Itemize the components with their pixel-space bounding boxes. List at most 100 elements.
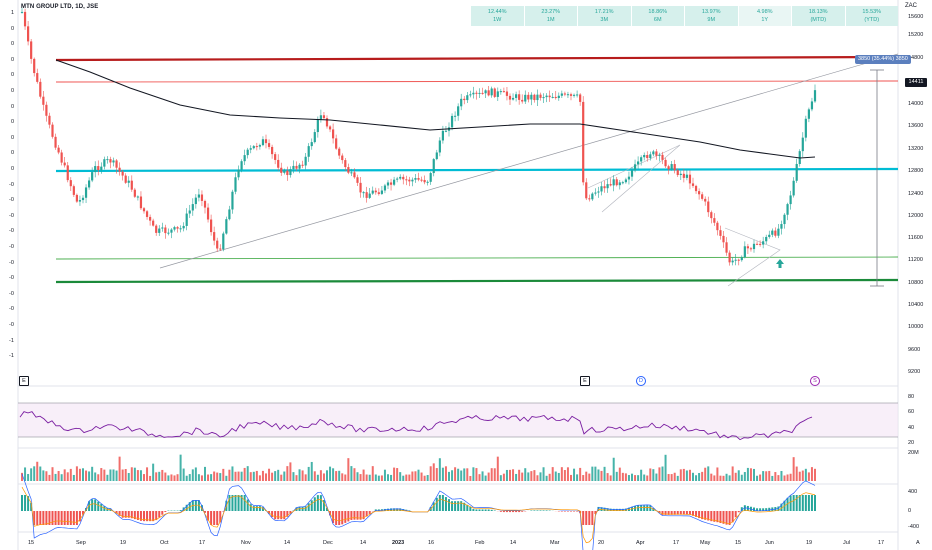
triangle-pattern-1[interactable] — [587, 144, 681, 213]
macd-bar — [316, 495, 319, 511]
candle-body — [454, 115, 457, 117]
volume-bar — [573, 468, 576, 481]
resistance-line-thin[interactable] — [55, 80, 899, 83]
perf-1m[interactable]: 23.27% 1M — [524, 6, 577, 26]
candle-body — [563, 93, 566, 95]
candle-body — [60, 152, 63, 163]
macd-bar — [710, 511, 713, 522]
perf-1y[interactable]: 4.98% 1Y — [738, 6, 791, 26]
macd-bar — [487, 509, 490, 511]
candle-body — [292, 165, 295, 170]
macd-signal-line — [21, 486, 816, 544]
candle-body — [786, 204, 789, 215]
volume-bar — [216, 472, 219, 481]
earnings-icon[interactable]: E — [580, 376, 590, 386]
dividend-icon[interactable]: D — [636, 376, 646, 386]
macd-bar — [624, 508, 627, 511]
volume-bar — [127, 472, 130, 481]
perf-mtd[interactable]: 18.13% (MTD) — [792, 6, 845, 26]
candle-body — [466, 95, 469, 101]
candle-body — [81, 197, 85, 201]
left-tick-label: -0 — [9, 181, 14, 188]
macd-bar — [460, 501, 463, 511]
support-line-light-green[interactable] — [55, 256, 899, 260]
volume-bar — [451, 470, 454, 481]
symbol-title[interactable]: MTN GROUP LTD, 1D, JSE — [21, 4, 99, 10]
left-scale[interactable]: 1 0 0 0 0 0 0 0 0 0 0 -0 -0 -0 -0 -0 -0 -0 -0 -0 -0 -1 -1 — [0, 0, 18, 550]
candle-body — [762, 241, 765, 245]
candle-body — [426, 181, 429, 183]
support-line-green[interactable] — [55, 278, 899, 284]
candle-body — [505, 91, 509, 96]
candle-body — [219, 248, 222, 250]
macd-bar — [51, 511, 54, 525]
macd-bar — [484, 509, 487, 511]
candle-body — [368, 193, 371, 198]
candle-body — [536, 94, 539, 101]
candle-body — [88, 180, 91, 188]
volume-bar — [130, 467, 133, 481]
performance-strip: 12.44% 1W 23.27% 1M 17.21% 3M 18.86% 6M 13.9… — [471, 6, 898, 26]
macd-bar — [725, 511, 728, 525]
perf-ytd[interactable]: 15.53% (YTD) — [845, 6, 898, 26]
candle-body — [365, 192, 368, 198]
perf-9m[interactable]: 13.97% 9M — [685, 6, 738, 26]
split-icon[interactable]: S — [810, 376, 820, 386]
macd-bar — [222, 511, 225, 512]
macd-bar — [743, 505, 746, 511]
volume-bar — [359, 474, 362, 481]
macd-bar — [48, 511, 51, 525]
macd-bar — [103, 506, 106, 511]
macd-bar — [606, 508, 609, 511]
perf-6m[interactable]: 18.86% 6M — [631, 6, 684, 26]
volume-bar — [332, 468, 335, 481]
date-tick-label: 20 — [598, 540, 605, 546]
volume-bar — [316, 474, 319, 481]
volume-bar — [60, 474, 63, 481]
volume-bar — [27, 473, 30, 481]
earnings-icon[interactable]: E — [19, 376, 29, 386]
macd-bar — [444, 497, 447, 511]
volume-bar — [225, 475, 228, 481]
perf-3m[interactable]: 17.21% 3M — [578, 6, 631, 26]
candle-body — [75, 194, 78, 202]
price-tick-label: 12800 — [908, 168, 924, 174]
candle-body — [542, 97, 545, 99]
candle-body — [267, 143, 271, 147]
resistance-line[interactable] — [55, 55, 899, 62]
volume-bar — [240, 471, 243, 481]
macd-bar — [570, 511, 572, 512]
volume-bar — [48, 474, 51, 481]
volume-bar — [322, 473, 325, 481]
date-tick-label: 14 — [284, 540, 291, 546]
candle-body — [508, 95, 512, 100]
candle-body — [124, 175, 127, 183]
trend-line[interactable] — [159, 53, 899, 269]
perf-1w[interactable]: 12.44% 1W — [471, 6, 524, 26]
price-tick-label: 9600 — [908, 347, 921, 353]
volume-bar — [658, 467, 661, 481]
candle-body — [295, 165, 298, 169]
volume-bar — [441, 467, 444, 481]
macd-bar — [164, 511, 167, 513]
volume-bar — [701, 471, 704, 481]
macd-bar — [539, 510, 542, 511]
triangle-pattern-2[interactable] — [724, 227, 781, 287]
volume-bar — [643, 474, 646, 481]
volume-bar — [191, 469, 194, 481]
macd-bar — [307, 503, 310, 511]
macd-bar — [585, 511, 588, 525]
macd-bar — [756, 508, 759, 511]
volume-bar — [597, 469, 600, 481]
candle-body — [600, 186, 603, 192]
macd-bar — [795, 495, 798, 511]
volume-bar — [631, 473, 633, 481]
candle-body — [707, 201, 710, 213]
volume-bar — [417, 469, 420, 481]
support-line-cyan[interactable] — [55, 167, 899, 173]
candle-body — [362, 192, 365, 194]
candle-body — [319, 115, 322, 120]
macd-bar — [63, 511, 66, 525]
